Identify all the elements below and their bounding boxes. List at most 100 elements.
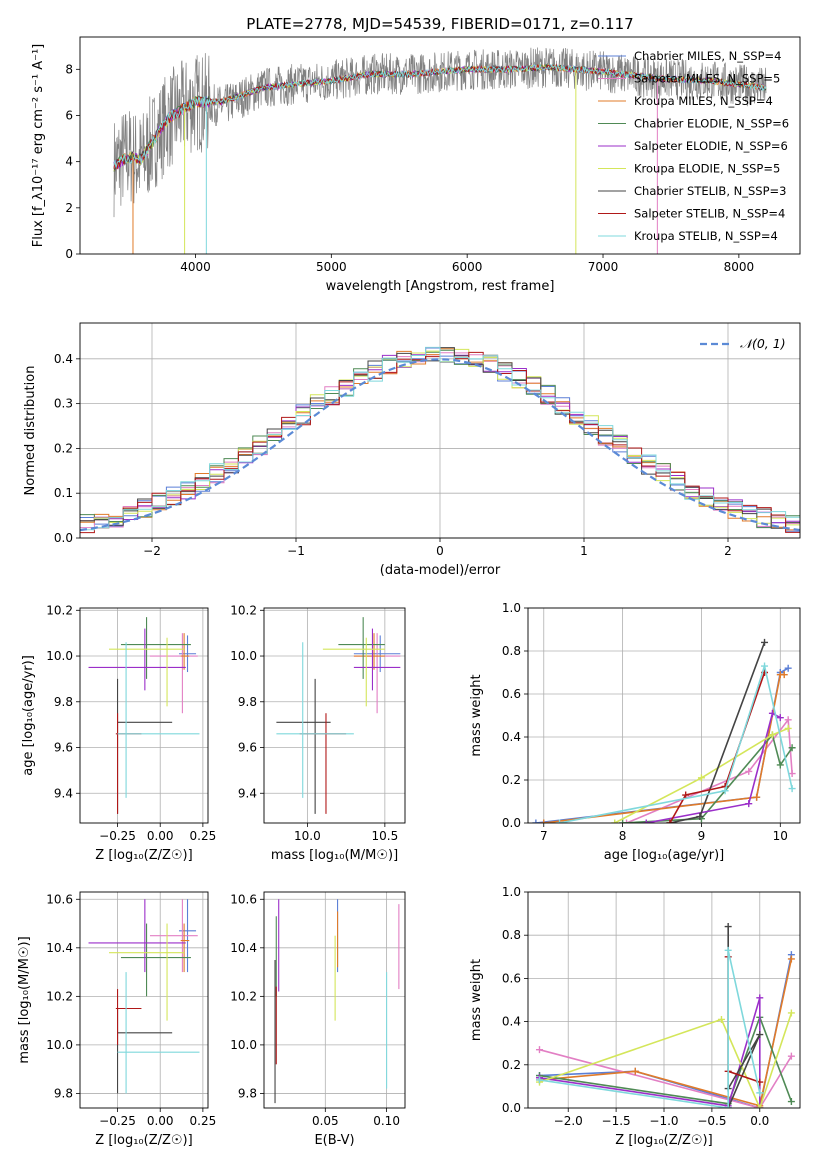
y-tick-label: 0.2 — [54, 441, 73, 455]
y-tick-label: 9.8 — [238, 1086, 257, 1100]
mass-weight-marker — [787, 1098, 795, 1106]
axes-frame — [527, 607, 801, 824]
x-tick-label: −2.0 — [554, 1114, 583, 1128]
y-tick-label: 0.2 — [502, 1058, 521, 1072]
x-axis-label: Z [log₁₀(Z/Z☉)] — [615, 1133, 712, 1148]
mass-weight-line — [539, 1012, 793, 1108]
y-tick-label: 10.4 — [46, 941, 73, 955]
spectrum-panel: 4000 5000 6000 7000 8000 0 2 4 6 8 wavelength [Ang… — [31, 36, 801, 294]
mass-weight-marker — [787, 1052, 795, 1060]
mass-weight-marker — [784, 716, 792, 724]
legend-entry: Kroupa MILES, N_SSP=4 — [634, 94, 773, 108]
y-tick-label: 0.0 — [54, 531, 73, 545]
x-tick-label: 6000 — [452, 260, 483, 274]
mass-weight-marker — [756, 1031, 764, 1039]
y-tick-label: 1.0 — [502, 601, 521, 615]
y-tick-label: 10.0 — [46, 1038, 73, 1052]
mass-weight-line — [539, 997, 761, 1108]
mass-weight-marker — [745, 767, 753, 775]
y-tick-label: 8 — [65, 62, 73, 76]
y-tick-label: 10.2 — [230, 603, 257, 617]
mass-weight-marker — [745, 800, 753, 808]
residual-histogram — [80, 346, 800, 531]
x-tick-label: 7000 — [588, 260, 619, 274]
legend-entry: Salpeter MILES, N_SSP=5 — [634, 72, 780, 86]
mass-weight-marker — [787, 1009, 795, 1017]
model-spectrum — [113, 63, 767, 168]
mass-weight-line — [539, 950, 761, 1108]
mass-weight-marker — [611, 819, 619, 823]
x-tick-label: 8 — [619, 829, 627, 843]
mass-weight-marker — [761, 662, 769, 670]
metallicity-vs-age-panel: −0.25 0.00 0.25 9.4 9.6 9.8 10.0 10.2 Z [log₁₀(Z… — [21, 603, 216, 863]
mass-weight-line — [539, 958, 793, 1107]
legend-entry: Salpeter ELODIE, N_SSP=6 — [634, 139, 788, 153]
mass-weight-marker — [776, 761, 784, 769]
x-tick-label: 10.5 — [371, 829, 398, 843]
mass-weight-marker — [535, 1076, 543, 1084]
y-axis-label: mass weight — [469, 959, 484, 1041]
y-tick-label: 9.6 — [238, 741, 257, 755]
x-tick-label: −0.25 — [99, 829, 136, 843]
x-tick-label: 0.00 — [147, 1114, 174, 1128]
mass-weight-marker — [784, 664, 792, 672]
x-tick-label: 8000 — [724, 260, 755, 274]
mass-weight-marker — [631, 1067, 639, 1075]
mass-weight-line — [559, 662, 793, 823]
x-tick-label: −1.0 — [649, 1114, 678, 1128]
y-tick-label: 10.6 — [230, 892, 257, 906]
mass-weight-marker — [724, 1104, 732, 1108]
x-axis-label: Z [log₁₀(Z/Z☉)] — [95, 1133, 192, 1148]
mass-weight-marker — [756, 1089, 764, 1097]
y-tick-label: 0.8 — [502, 928, 521, 942]
legend-entry: Salpeter STELIB, N_SSP=4 — [634, 207, 785, 221]
axes-frame — [263, 891, 406, 1109]
x-tick-label: 10.0 — [294, 829, 321, 843]
mass-weight-marker — [721, 787, 729, 795]
metallicity-mass-weight-panel: −2.0 −1.5 −1.0 −0.5 0.0 0.0 0.2 0.4 0.6 0.8 1.0 Z [… — [469, 885, 801, 1148]
mass-weight-line — [626, 717, 793, 823]
x-axis-label: wavelength [Angstrom, rest frame] — [326, 279, 555, 294]
y-tick-label: 0.6 — [502, 971, 521, 985]
y-tick-label: 10.0 — [46, 649, 73, 663]
x-tick-label: 0 — [436, 544, 444, 558]
y-tick-label: 9.8 — [54, 1086, 73, 1100]
y-tick-label: 0.8 — [502, 644, 521, 658]
y-tick-label: 6 — [65, 108, 73, 122]
mass-weight-marker — [756, 994, 764, 1002]
mass-weight-marker — [642, 819, 650, 823]
mass-weight-marker — [780, 671, 788, 679]
extinction-vs-mass-panel: 0.05 0.10 9.8 10.0 10.2 10.4 10.6 E(B-V) — [230, 891, 406, 1148]
mass-weight-marker — [697, 774, 705, 782]
mass-weight-marker — [788, 744, 796, 752]
x-tick-label: 0.0 — [750, 1114, 769, 1128]
y-tick-label: 10.2 — [46, 989, 73, 1003]
y-axis-label: mass weight — [469, 674, 484, 756]
legend-entry: Chabrier MILES, N_SSP=4 — [634, 49, 781, 63]
y-tick-label: 9.8 — [54, 695, 73, 709]
y-tick-label: 10.2 — [46, 603, 73, 617]
y-tick-label: 2 — [65, 201, 73, 215]
model-spectrum — [113, 64, 767, 172]
y-tick-label: 9.8 — [238, 695, 257, 709]
age-mass-weight-panel: 7 8 9 10 0.0 0.2 0.4 0.6 0.8 1.0 age [log₁₀(age/yr… — [469, 601, 801, 863]
mass-weight-marker — [761, 638, 769, 646]
metallicity-vs-mass-panel: −0.25 0.00 0.25 9.8 10.0 10.2 10.4 10.6 Z [log₁₀… — [17, 891, 216, 1148]
x-axis-label: age [log₁₀(age/yr)] — [604, 848, 725, 863]
legend-entry: Chabrier STELIB, N_SSP=3 — [634, 184, 786, 198]
mass-weight-marker — [556, 819, 564, 823]
normal-curve — [79, 358, 801, 532]
y-tick-label: 0.2 — [502, 773, 521, 787]
y-tick-label: 0.0 — [502, 816, 521, 830]
axes-frame — [527, 891, 801, 1109]
y-tick-label: 10.0 — [230, 1038, 257, 1052]
x-axis-label: Z [log₁₀(Z/Z☉)] — [95, 848, 192, 863]
mass-vs-age-panel: 10.0 10.5 9.4 9.6 9.8 10.0 10.2 mass [log₁₀(M/M… — [230, 603, 406, 863]
x-tick-label: 0.25 — [190, 829, 217, 843]
mass-weight-marker — [682, 791, 690, 799]
y-tick-label: 0.4 — [502, 1015, 521, 1029]
y-tick-label: 10.2 — [230, 989, 257, 1003]
x-tick-label: −0.5 — [697, 1114, 726, 1128]
mass-weight-marker — [784, 724, 792, 732]
legend-entry: 𝒩(0, 1) — [740, 336, 786, 351]
